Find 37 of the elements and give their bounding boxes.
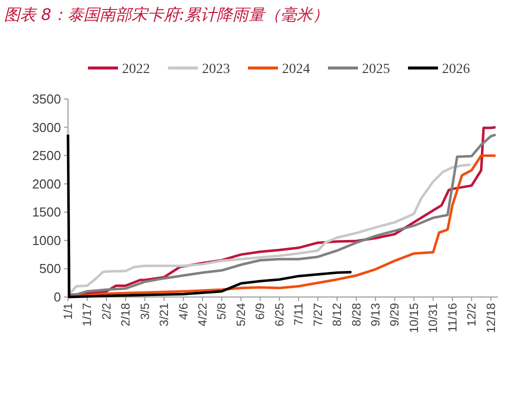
y-tick-label: 500 xyxy=(39,261,61,276)
legend-label: 2023 xyxy=(202,62,230,77)
x-tick-label: 8/12 xyxy=(330,302,344,326)
x-tick-label: 11/16 xyxy=(445,302,460,332)
y-tick-label: 3500 xyxy=(32,92,61,106)
y-tick-label: 2000 xyxy=(32,176,61,192)
x-tick-label: 6/9 xyxy=(253,302,268,320)
y-tick-label: 1000 xyxy=(32,232,61,248)
x-tick-label: 5/24 xyxy=(234,302,248,326)
x-tick-label: 8/28 xyxy=(349,302,364,326)
x-tick-label: 6/25 xyxy=(272,302,286,326)
x-tick-label: 9/29 xyxy=(388,302,402,326)
x-tick-label: 2/2 xyxy=(99,302,114,320)
chart-title: 图表 8：泰国南部宋卡府:累计降雨量（毫米） xyxy=(4,5,329,24)
x-tick-label: 10/15 xyxy=(406,302,421,334)
x-tick-label: 10/31 xyxy=(426,302,440,334)
legend-label: 2024 xyxy=(282,62,310,77)
x-tick-label: 7/27 xyxy=(310,302,325,326)
x-tick-label: 12/18 xyxy=(484,302,498,334)
y-tick-label: 1500 xyxy=(32,204,61,220)
legend-label: 2026 xyxy=(442,62,470,77)
x-tick-label: 7/11 xyxy=(292,302,306,326)
y-tick-label: 0 xyxy=(54,290,61,304)
x-tick-label: 5/8 xyxy=(214,302,229,320)
x-tick-label: 4/22 xyxy=(196,302,210,326)
y-tick-label: 2500 xyxy=(32,148,61,164)
legend-label: 2025 xyxy=(362,62,390,77)
x-tick-label: 3/21 xyxy=(157,302,172,326)
legend-label: 2022 xyxy=(122,62,150,77)
x-tick-label: 9/13 xyxy=(368,302,382,326)
x-tick-label: 12/2 xyxy=(464,302,479,326)
x-tick-label: 1/1 xyxy=(61,302,75,320)
x-tick-label: 4/6 xyxy=(176,302,190,320)
x-tick-label: 3/5 xyxy=(138,302,152,320)
x-tick-label: 1/17 xyxy=(80,302,94,326)
x-tick-label: 2/18 xyxy=(118,302,133,326)
y-tick-label: 3000 xyxy=(32,120,61,135)
